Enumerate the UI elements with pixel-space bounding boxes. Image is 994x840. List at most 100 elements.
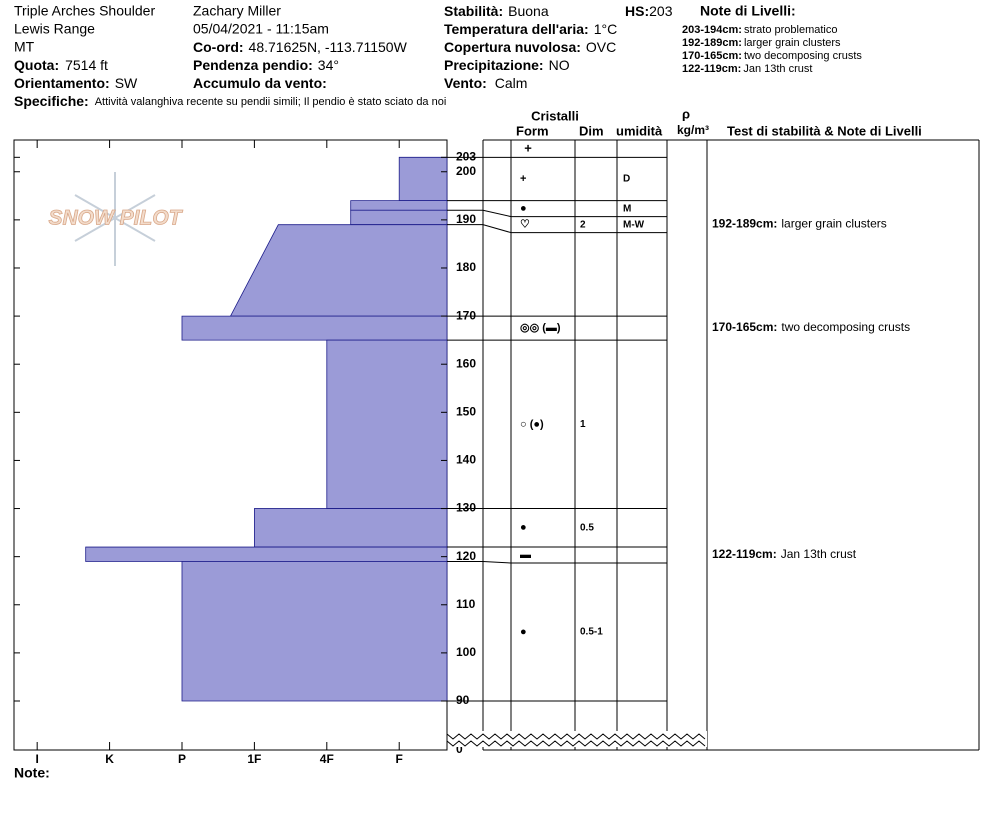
stability: Stabilità: Buona: [444, 3, 549, 19]
precip: Precipitazione: NO: [444, 57, 570, 73]
side-note: 192-189cm: larger grain clusters: [712, 217, 887, 231]
grain-form: ◎◎ (▬): [520, 322, 561, 334]
density-header: ρ: [682, 106, 690, 121]
grain-size: 0.5: [580, 522, 594, 533]
value: 48.71625N, -113.71150W: [249, 39, 408, 55]
note-label: Note:: [14, 765, 50, 781]
note-range: 203-194cm:: [682, 24, 742, 36]
wind-loading: Accumulo da vento:: [193, 75, 327, 91]
layer-notes-title: Note di Livelli:: [700, 3, 796, 19]
note-range: 170-165cm:: [712, 320, 777, 334]
label: Vento:: [444, 75, 487, 91]
note-range: 192-189cm:: [712, 217, 777, 231]
grain-size: 0.5-1: [580, 627, 603, 638]
grain-form: ♡: [520, 219, 530, 231]
y-tick-label: 190: [456, 212, 476, 226]
x-tick-label: F: [396, 752, 403, 766]
x-tick-label: I: [35, 752, 38, 766]
y-tick-label: 0: [456, 742, 463, 756]
logo-text: SNOW PILOT: [49, 207, 184, 230]
note-text: Jan 13th crust: [781, 547, 857, 561]
layer-note: 192-189cm: larger grain clusters: [682, 37, 841, 49]
note-range: 122-119cm:: [712, 547, 777, 561]
grain-form: ▬: [520, 549, 531, 561]
hardness-layer: [85, 546, 448, 562]
grain-size: 1: [580, 419, 586, 430]
state: MT: [14, 39, 35, 55]
site: Triple Arches Shoulder: [14, 3, 155, 19]
y-tick-label: 110: [456, 597, 476, 611]
cloud: Copertura nuvolosa: OVC: [444, 39, 616, 55]
value: 34°: [318, 57, 339, 73]
y-tick-label: 170: [456, 308, 476, 322]
label: Orientamento:: [14, 75, 110, 91]
label: HS:: [625, 3, 649, 19]
note-range: 122-119cm:: [682, 63, 741, 75]
value: SW: [115, 75, 138, 91]
logo: [74, 172, 156, 266]
side-note: 122-119cm: Jan 13th crust: [712, 547, 857, 561]
layer-note: 122-119cm: Jan 13th crust: [682, 63, 812, 75]
layer-note: 203-194cm: strato problematico: [682, 24, 837, 36]
grain-form: ●: [520, 522, 527, 534]
note-text: two decomposing crusts: [781, 320, 910, 334]
y-tick-label: 120: [456, 549, 476, 563]
y-tick-label: 180: [456, 260, 476, 274]
layer-note: 170-165cm: two decomposing crusts: [682, 50, 862, 62]
wind: Vento: Calm: [444, 75, 527, 91]
hardness-layer: [326, 339, 448, 509]
moisture: M-W: [623, 219, 645, 230]
hardness-layer: [181, 315, 448, 341]
axis-break: [446, 733, 706, 740]
form-header: Form: [516, 123, 549, 138]
y-tick-label: 140: [456, 453, 476, 467]
moisture: D: [623, 174, 630, 185]
note-text: two decomposing crusts: [744, 50, 862, 62]
range: Lewis Range: [14, 21, 95, 37]
y-tick-label: 203: [456, 149, 476, 163]
moisture: M: [623, 203, 631, 214]
coords: Co-ord: 48.71625N, -113.71150W: [193, 39, 408, 55]
value: Calm: [495, 75, 528, 91]
surface-form: +: [524, 140, 532, 155]
density-unit: kg/m³: [677, 123, 709, 137]
y-tick-label: 200: [456, 164, 476, 178]
x-tick-label: K: [105, 752, 114, 766]
label: Temperatura dell'aria:: [444, 21, 589, 37]
aspect: Orientamento: SW: [14, 75, 138, 91]
y-tick-label: 160: [456, 356, 476, 370]
specifics: Specifiche: Attività valanghiva recente s…: [14, 93, 446, 109]
note-range: 170-165cm:: [682, 50, 742, 62]
hardness-layer: [350, 209, 448, 226]
hardness-layer: [350, 200, 448, 211]
slope: Pendenza pendio: 34°: [193, 57, 339, 73]
hardness-layer: [181, 561, 448, 702]
elevation: Quota: 7514 ft: [14, 57, 108, 73]
value: 7514 ft: [65, 57, 108, 73]
value: 203: [649, 3, 673, 19]
y-tick-label: 150: [456, 404, 476, 418]
air-temp: Temperatura dell'aria: 1°C: [444, 21, 617, 37]
side-note: 170-165cm: two decomposing crusts: [712, 320, 910, 334]
axis-break: [446, 740, 706, 747]
x-tick-label: P: [178, 752, 186, 766]
label: Precipitazione:: [444, 57, 544, 73]
layer-boundary: [447, 209, 667, 218]
value: Buona: [508, 3, 549, 19]
label: Specifiche:: [14, 93, 89, 109]
x-tick-label: 4F: [320, 752, 334, 766]
x-tick-label: 1F: [247, 752, 261, 766]
note-range: 192-189cm:: [682, 37, 742, 49]
grain-size: 2: [580, 219, 586, 230]
grain-form: ●: [520, 626, 527, 638]
grain-form: ○ (●): [520, 418, 544, 430]
grain-form: +: [520, 173, 526, 185]
y-tick-label: 100: [456, 645, 476, 659]
label: Stabilità:: [444, 3, 503, 19]
y-tick-label: 130: [456, 501, 476, 515]
note-text: larger grain clusters: [781, 217, 886, 231]
hardness-layer: [253, 508, 448, 548]
label: Pendenza pendio:: [193, 57, 313, 73]
note-text: larger grain clusters: [744, 37, 841, 49]
